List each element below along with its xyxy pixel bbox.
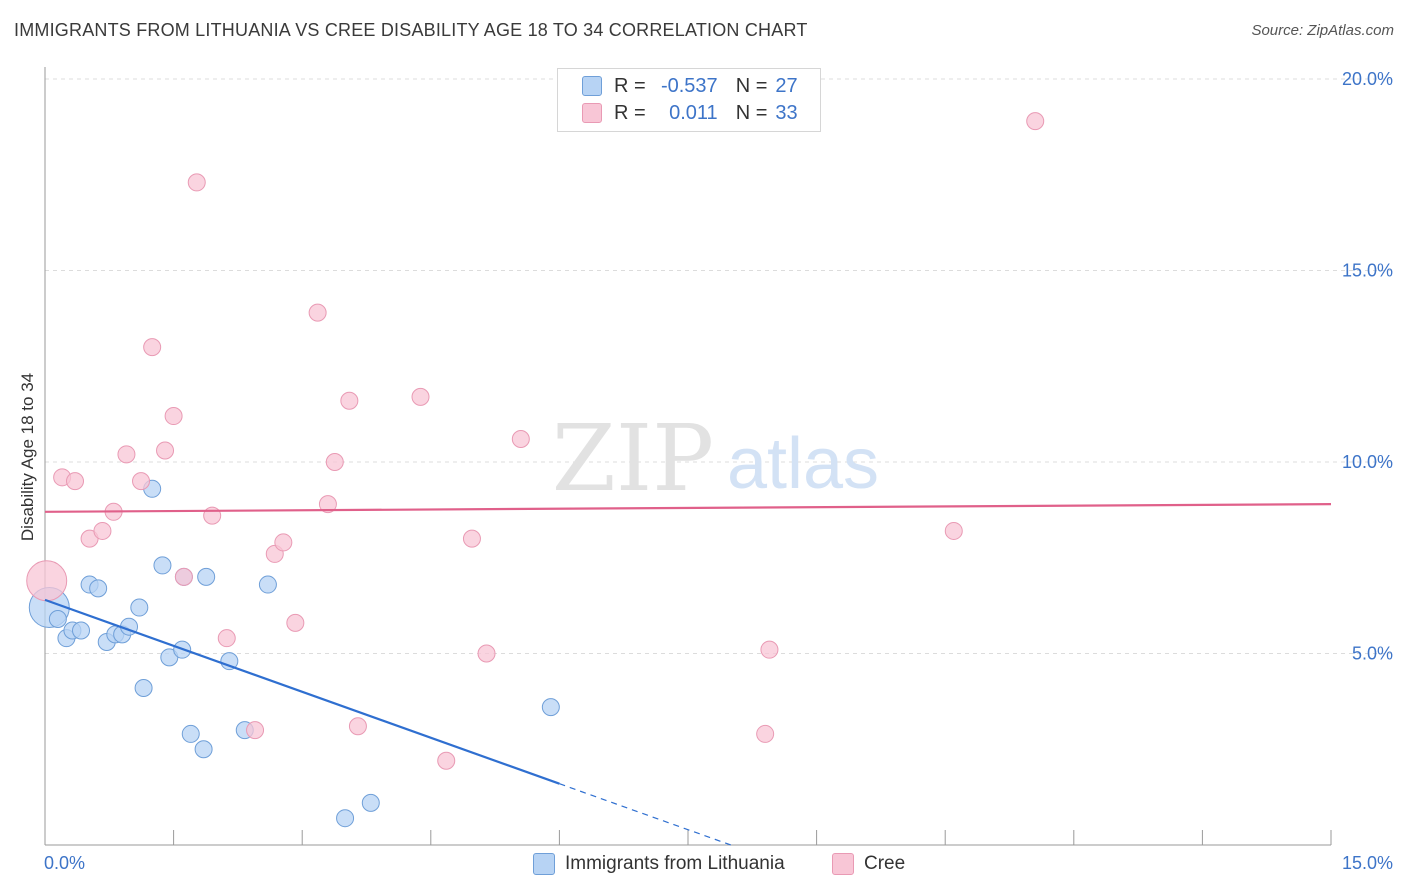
data-point-pink (462, 529, 481, 548)
legend-row-cree: R = 0.011 N = 33 (582, 100, 798, 126)
data-point-pink (340, 391, 359, 410)
data-point-pink (246, 721, 265, 740)
data-point-pink (156, 441, 175, 460)
data-point-pink (66, 472, 85, 491)
data-point-blue (89, 579, 108, 598)
data-point-pink (411, 387, 430, 406)
axes (44, 67, 1332, 846)
data-point-pink (760, 640, 779, 659)
data-point-blue (220, 652, 239, 671)
legend-r-value: 0.011 (669, 101, 718, 124)
data-point-blue (336, 809, 355, 828)
watermark-atlas: atlas (727, 424, 879, 504)
trend-line-extension-blue (559, 783, 732, 846)
data-point-pink (944, 521, 963, 540)
data-point-blue (134, 678, 153, 697)
bottom-legend-swatch-pink (832, 853, 854, 875)
data-point-blue (72, 621, 91, 640)
legend-n-label: N = (735, 101, 768, 124)
data-point-pink (437, 751, 456, 770)
data-point-pink (143, 338, 162, 357)
bottom-legend-label: Immigrants from Lithuania (565, 853, 785, 874)
legend-row-lithuania: R = -0.537 N = 27 (582, 73, 798, 99)
source-label: Source: ZipAtlas.com (1251, 22, 1394, 39)
data-point-blue (130, 598, 149, 617)
data-point-blue (194, 740, 213, 759)
trend-line-pink (44, 503, 1332, 513)
x-tick-label: 15.0% (1342, 853, 1393, 873)
legend-r-label: R = (614, 101, 646, 124)
data-point-blue (48, 610, 67, 629)
data-point-pink (308, 303, 327, 322)
data-point-blue (181, 724, 200, 743)
x-tick-label: 0.0% (44, 853, 85, 873)
data-point-pink (164, 407, 183, 426)
data-point-pink (318, 495, 337, 514)
data-point-pink (117, 445, 136, 464)
legend-r-value: -0.537 (660, 74, 718, 97)
bottom-legend-label: Cree (864, 853, 906, 874)
legend-r-label: R = (614, 74, 646, 97)
bottom-legend-swatch-blue (533, 853, 555, 875)
data-point-pink (132, 472, 151, 491)
trend-lines (44, 503, 1332, 846)
data-point-pink (93, 521, 112, 540)
data-point-pink (756, 724, 775, 743)
data-point-blue (197, 567, 216, 586)
data-points (26, 112, 1045, 828)
bottom-legend-lithuania: Immigrants from Lithuania (533, 852, 785, 876)
data-point-blue (541, 698, 560, 717)
data-point-pink (286, 613, 305, 632)
tick-labels: 5.0% 10.0% 15.0% 20.0% 0.0% 15.0% (44, 69, 1393, 873)
legend-swatch-pink (582, 103, 602, 123)
data-point-blue (153, 556, 172, 575)
data-point-pink (511, 430, 530, 449)
bottom-legend-cree: Cree (832, 852, 905, 876)
chart-title: IMMIGRANTS FROM LITHUANIA VS CREE DISABI… (14, 20, 808, 40)
data-point-pink (187, 173, 206, 192)
data-point-pink (26, 560, 68, 602)
y-tick-label: 15.0% (1342, 261, 1393, 281)
data-point-pink (174, 567, 193, 586)
legend-swatch-blue (582, 76, 602, 96)
data-point-pink (325, 453, 344, 471)
data-point-blue (258, 575, 277, 594)
legend-n-value: 27 (775, 74, 798, 97)
y-tick-label: 10.0% (1342, 452, 1393, 472)
legend-n-label: N = (735, 74, 768, 97)
gridlines (45, 78, 1391, 654)
y-tick-label: 20.0% (1342, 69, 1393, 89)
y-tick-label: 5.0% (1352, 644, 1393, 664)
data-point-pink (1026, 112, 1045, 131)
trend-line-blue (44, 598, 560, 785)
watermark: ZIP atlas (552, 405, 879, 512)
correlation-legend: R = -0.537 N = 27 R = 0.011 N = 33 (557, 68, 821, 132)
data-point-pink (348, 717, 367, 736)
data-point-pink (477, 644, 496, 663)
data-point-pink (274, 533, 293, 552)
data-point-blue (361, 793, 380, 812)
data-point-pink (217, 629, 236, 648)
legend-n-value: 33 (775, 101, 798, 124)
watermark-zip: ZIP (552, 405, 714, 512)
